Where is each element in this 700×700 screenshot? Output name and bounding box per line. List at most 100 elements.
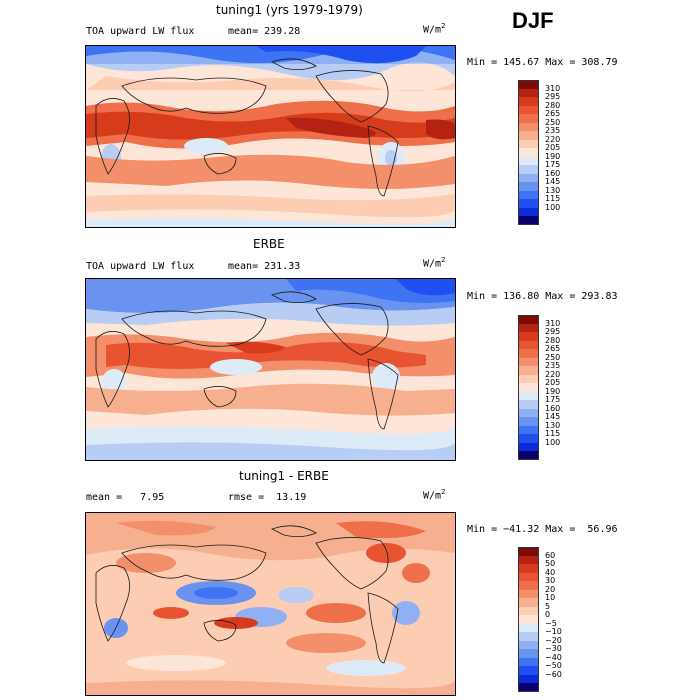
colorbar-tick-label: −20 [545,635,562,645]
colorbar-model: 310 295 280 265 250 235 220 205 190 175 160 145 130 1… [518,80,578,225]
contour-map [86,513,455,695]
colorbar-swatch [518,114,539,123]
colorbar-tick-label: 190 [545,386,561,396]
colorbar-tick-label: 20 [545,584,556,594]
colorbar-swatch [518,425,539,435]
colorbar-swatch [518,564,539,573]
contour-map [86,46,455,227]
colorbar-swatch [518,589,539,599]
minmax-label: Min = 136.80 Max = 293.83 [467,291,618,302]
colorbar-swatch [518,683,539,692]
colorbar-diff: 60 50 40 30 20 10 5 0 −5 −10 −20 −30 −40 −50 −60 [518,547,578,692]
colorbar-swatch [518,340,539,350]
colorbar-tick-label: 160 [545,168,561,178]
units-label: W/m2 [423,22,446,36]
colorbar-swatch [518,615,539,624]
map-model [85,45,456,228]
colorbar-swatch [518,131,539,140]
colorbar-swatch [518,606,539,616]
field-label: TOA upward LW flux [86,261,195,272]
colorbar-swatch [518,572,539,582]
colorbar-swatch [518,349,539,358]
colorbar-tick-label: 235 [545,361,561,370]
colorbar-tick-label: 310 [545,83,561,93]
colorbar-tick-label: −60 [545,669,562,679]
colorbar-swatch [518,581,539,590]
colorbar-frame [518,80,539,225]
colorbar-tick-label: 130 [545,420,561,430]
colorbar-tick-label: 205 [545,143,561,152]
colorbar-swatch [518,383,539,392]
map-obs [85,278,456,461]
colorbar-tick-label: 295 [545,92,561,101]
panel-title: ERBE [253,237,285,251]
colorbar-swatch [518,657,539,667]
contour-map [86,279,455,460]
colorbar-swatch [518,315,539,324]
colorbar-swatch [518,122,539,132]
colorbar-swatch [518,598,539,607]
colorbar-tick-label: 280 [545,335,561,345]
colorbar-tick-label: 265 [545,109,561,118]
colorbar-swatch [518,391,539,401]
mean-label: mean= 231.33 [228,261,301,272]
colorbar-tick-label: 190 [545,151,561,161]
colorbar-swatch [518,207,539,217]
colorbar-tick-label: 145 [545,177,561,186]
colorbar-tick-label: 30 [545,576,556,585]
colorbar-swatch [518,165,539,174]
colorbar-swatch [518,400,539,409]
colorbar-swatch [518,674,539,684]
colorbar-swatch [518,173,539,183]
colorbar-swatch [518,190,539,200]
colorbar-swatch [518,156,539,166]
colorbar-tick-label: 175 [545,160,561,169]
colorbar-obs: 310 295 280 265 250 235 220 205 190 175 160 145 130 1… [518,315,578,460]
minmax-label: Min = 145.67 Max = 308.79 [467,57,618,68]
colorbar-swatch [518,649,539,658]
map-diff [85,512,456,696]
colorbar-swatch [518,88,539,98]
field-label: TOA upward LW flux [86,26,195,37]
colorbar-swatch [518,555,539,565]
colorbar-swatch [518,332,539,341]
colorbar-tick-label: 115 [545,194,561,203]
colorbar-tick-label: 265 [545,344,561,353]
colorbar-swatch [518,216,539,225]
colorbar-tick-label: 60 [545,550,556,560]
colorbar-tick-label: 0 [545,610,551,619]
colorbar-tick-label: −10 [545,627,562,636]
colorbar-tick-label: 295 [545,327,561,336]
colorbar-swatch [518,139,539,149]
colorbar-swatch [518,434,539,443]
units-label: W/m2 [423,256,446,270]
colorbar-tick-label: −50 [545,661,562,670]
colorbar-swatch [518,632,539,641]
colorbar-tick-label: 5 [545,601,551,611]
colorbar-swatch [518,105,539,115]
colorbar-tick-label: 145 [545,412,561,421]
colorbar-swatch [518,374,539,384]
colorbar-swatch [518,182,539,191]
colorbar-swatch [518,451,539,460]
colorbar-swatch [518,666,539,675]
colorbar-tick-label: 280 [545,100,561,110]
colorbar-tick-label: 220 [545,134,561,144]
colorbar-frame [518,315,539,460]
colorbar-swatch [518,547,539,556]
colorbar-tick-label: 50 [545,559,556,568]
panel-title: tuning1 - ERBE [239,469,329,483]
colorbar-tick-label: 220 [545,369,561,379]
colorbar-tick-label: 100 [545,202,561,212]
colorbar-tick-label: 205 [545,378,561,387]
colorbar-tick-label: 250 [545,352,561,362]
colorbar-tick-label: 115 [545,429,561,438]
colorbar-swatch [518,442,539,452]
colorbar-swatch [518,148,539,157]
colorbar-tick-label: 250 [545,117,561,127]
mean-label: mean= 239.28 [228,26,301,37]
rmse-label: rmse = 13.19 [228,492,307,503]
colorbar-tick-label: 40 [545,567,556,577]
minmax-label: Min = −41.32 Max = 56.96 [467,524,618,535]
colorbar-swatch [518,640,539,650]
